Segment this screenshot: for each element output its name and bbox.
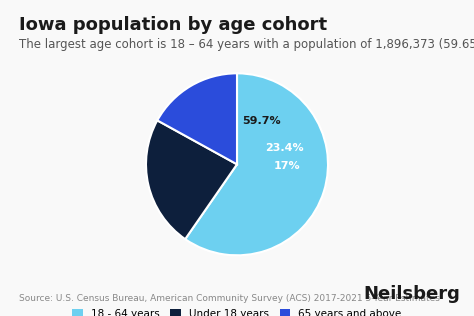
Wedge shape: [185, 73, 328, 255]
Text: Iowa population by age cohort: Iowa population by age cohort: [19, 16, 327, 34]
Legend: 18 - 64 years, Under 18 years, 65 years and above: 18 - 64 years, Under 18 years, 65 years …: [68, 305, 406, 316]
Wedge shape: [146, 120, 237, 239]
Wedge shape: [157, 73, 237, 164]
Text: Source: U.S. Census Bureau, American Community Survey (ACS) 2017-2021 5-Year Est: Source: U.S. Census Bureau, American Com…: [19, 295, 440, 303]
Text: The largest age cohort is 18 – 64 years with a population of 1,896,373 (59.65%): The largest age cohort is 18 – 64 years …: [19, 38, 474, 51]
Text: 17%: 17%: [273, 161, 301, 171]
Text: 23.4%: 23.4%: [265, 143, 304, 153]
Text: Neilsberg: Neilsberg: [363, 285, 460, 303]
Text: 59.7%: 59.7%: [243, 116, 281, 126]
